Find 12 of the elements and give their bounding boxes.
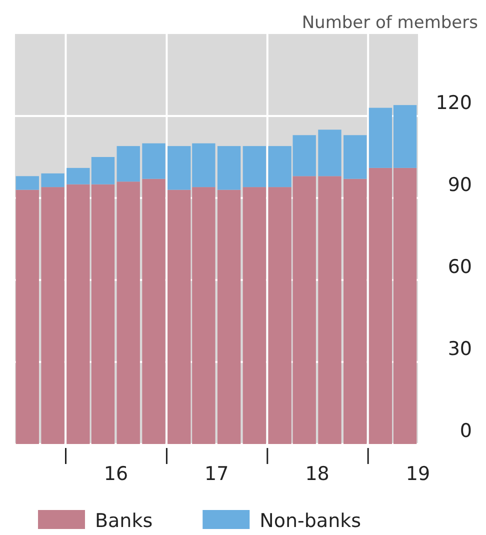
y-axis-title: Number of members [302,13,478,33]
x-tick-label: 16 [104,463,128,485]
y-tick-label: 120 [436,92,472,114]
legend-label: Banks [95,510,153,532]
x-tick-label: 17 [204,463,229,485]
y-tick-label: 60 [448,256,472,278]
y-tick-label: 0 [460,420,472,442]
x-tick-label: 18 [305,463,330,485]
legend-label: Non-banks [260,510,362,532]
x-tick-label: 19 [406,463,430,485]
y-tick-label: 90 [448,174,472,196]
y-tick-label: 30 [448,338,472,360]
